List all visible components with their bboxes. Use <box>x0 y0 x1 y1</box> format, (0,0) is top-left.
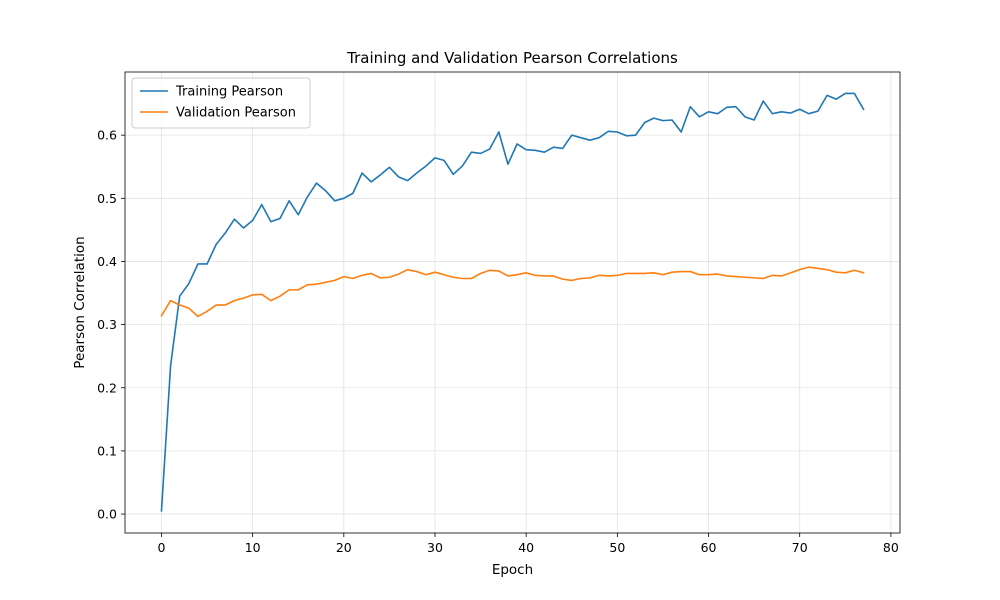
x-tick-label: 80 <box>883 540 899 555</box>
legend: Training Pearson Validation Pearson <box>131 77 311 129</box>
legend-label: Validation Pearson <box>176 106 296 121</box>
series-layer <box>160 92 865 512</box>
x-tick-label: 50 <box>609 540 625 555</box>
x-tick-label: 30 <box>427 540 443 555</box>
x-tick-label: 0 <box>157 540 165 555</box>
grid <box>125 72 900 533</box>
chart-title: Training and Validation Pearson Correlat… <box>346 49 678 67</box>
plot-frame <box>124 71 901 534</box>
y-tick-label: 0.5 <box>97 191 117 206</box>
legend-label: Training Pearson <box>175 85 283 100</box>
y-tick-label: 0.3 <box>97 317 117 332</box>
axis-ticks: 0 10 20 30 40 50 60 70 80 0.0 0.1 0.2 0.3 0.4 0.5 0.6 <box>97 128 899 555</box>
x-tick-label: 60 <box>701 540 717 555</box>
y-tick-label: 0.2 <box>97 380 117 395</box>
y-tick-label: 0.0 <box>97 507 117 522</box>
y-tick-label: 0.4 <box>97 254 117 269</box>
x-axis-title: Epoch <box>492 562 533 578</box>
x-tick-label: 10 <box>245 540 261 555</box>
y-axis-title: Pearson Correlation <box>72 236 88 368</box>
x-tick-label: 40 <box>518 540 534 555</box>
series-line-validation-pearson <box>160 266 865 318</box>
x-tick-label: 70 <box>792 540 808 555</box>
legend-box <box>131 77 311 129</box>
x-tick-label: 20 <box>336 540 352 555</box>
y-tick-label: 0.1 <box>97 443 117 458</box>
series-line-training-pearson <box>160 92 865 512</box>
y-tick-label: 0.6 <box>97 128 117 143</box>
